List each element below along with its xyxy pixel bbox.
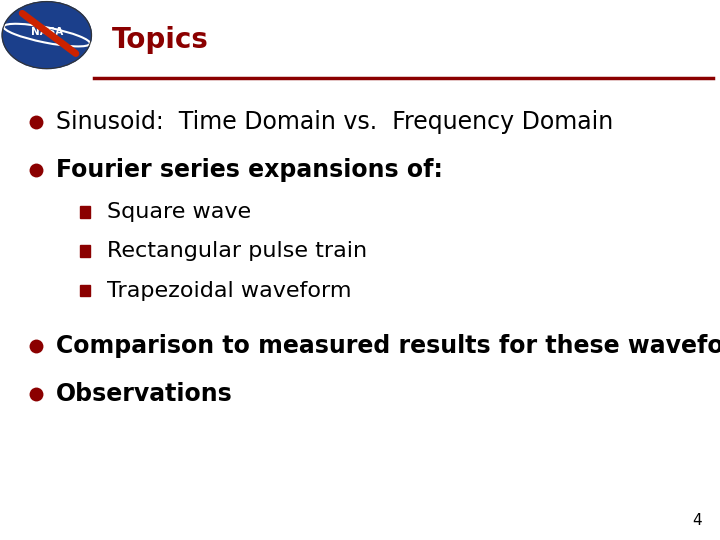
Text: Square wave: Square wave [107, 201, 251, 222]
Text: Trapezoidal waveform: Trapezoidal waveform [107, 280, 351, 301]
Point [30, 390, 42, 399]
Text: Sinusoid:  Time Domain vs.  Frequency Domain: Sinusoid: Time Domain vs. Frequency Doma… [56, 110, 613, 133]
Text: Observations: Observations [56, 382, 233, 406]
FancyBboxPatch shape [80, 285, 89, 296]
Circle shape [2, 2, 91, 69]
Point [30, 117, 42, 126]
Text: Topics: Topics [112, 26, 209, 55]
FancyBboxPatch shape [80, 206, 89, 218]
Text: Rectangular pulse train: Rectangular pulse train [107, 241, 366, 261]
FancyBboxPatch shape [80, 245, 89, 257]
Text: NASA: NASA [31, 28, 63, 37]
Text: Fourier series expansions of:: Fourier series expansions of: [56, 158, 443, 182]
Text: 4: 4 [693, 513, 702, 528]
Point [30, 341, 42, 350]
Text: Comparison to measured results for these waveforms: Comparison to measured results for these… [56, 334, 720, 357]
Point [30, 166, 42, 174]
